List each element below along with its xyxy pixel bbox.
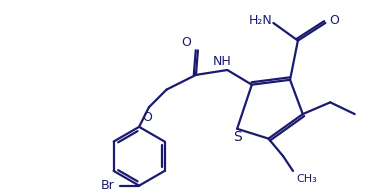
Text: CH₃: CH₃ bbox=[296, 174, 317, 184]
Text: S: S bbox=[233, 130, 241, 144]
Text: O: O bbox=[181, 36, 191, 49]
Text: O: O bbox=[329, 14, 339, 27]
Text: Br: Br bbox=[101, 179, 114, 192]
Text: NH: NH bbox=[213, 55, 232, 68]
Text: O: O bbox=[142, 111, 152, 124]
Text: H₂N: H₂N bbox=[249, 13, 272, 27]
